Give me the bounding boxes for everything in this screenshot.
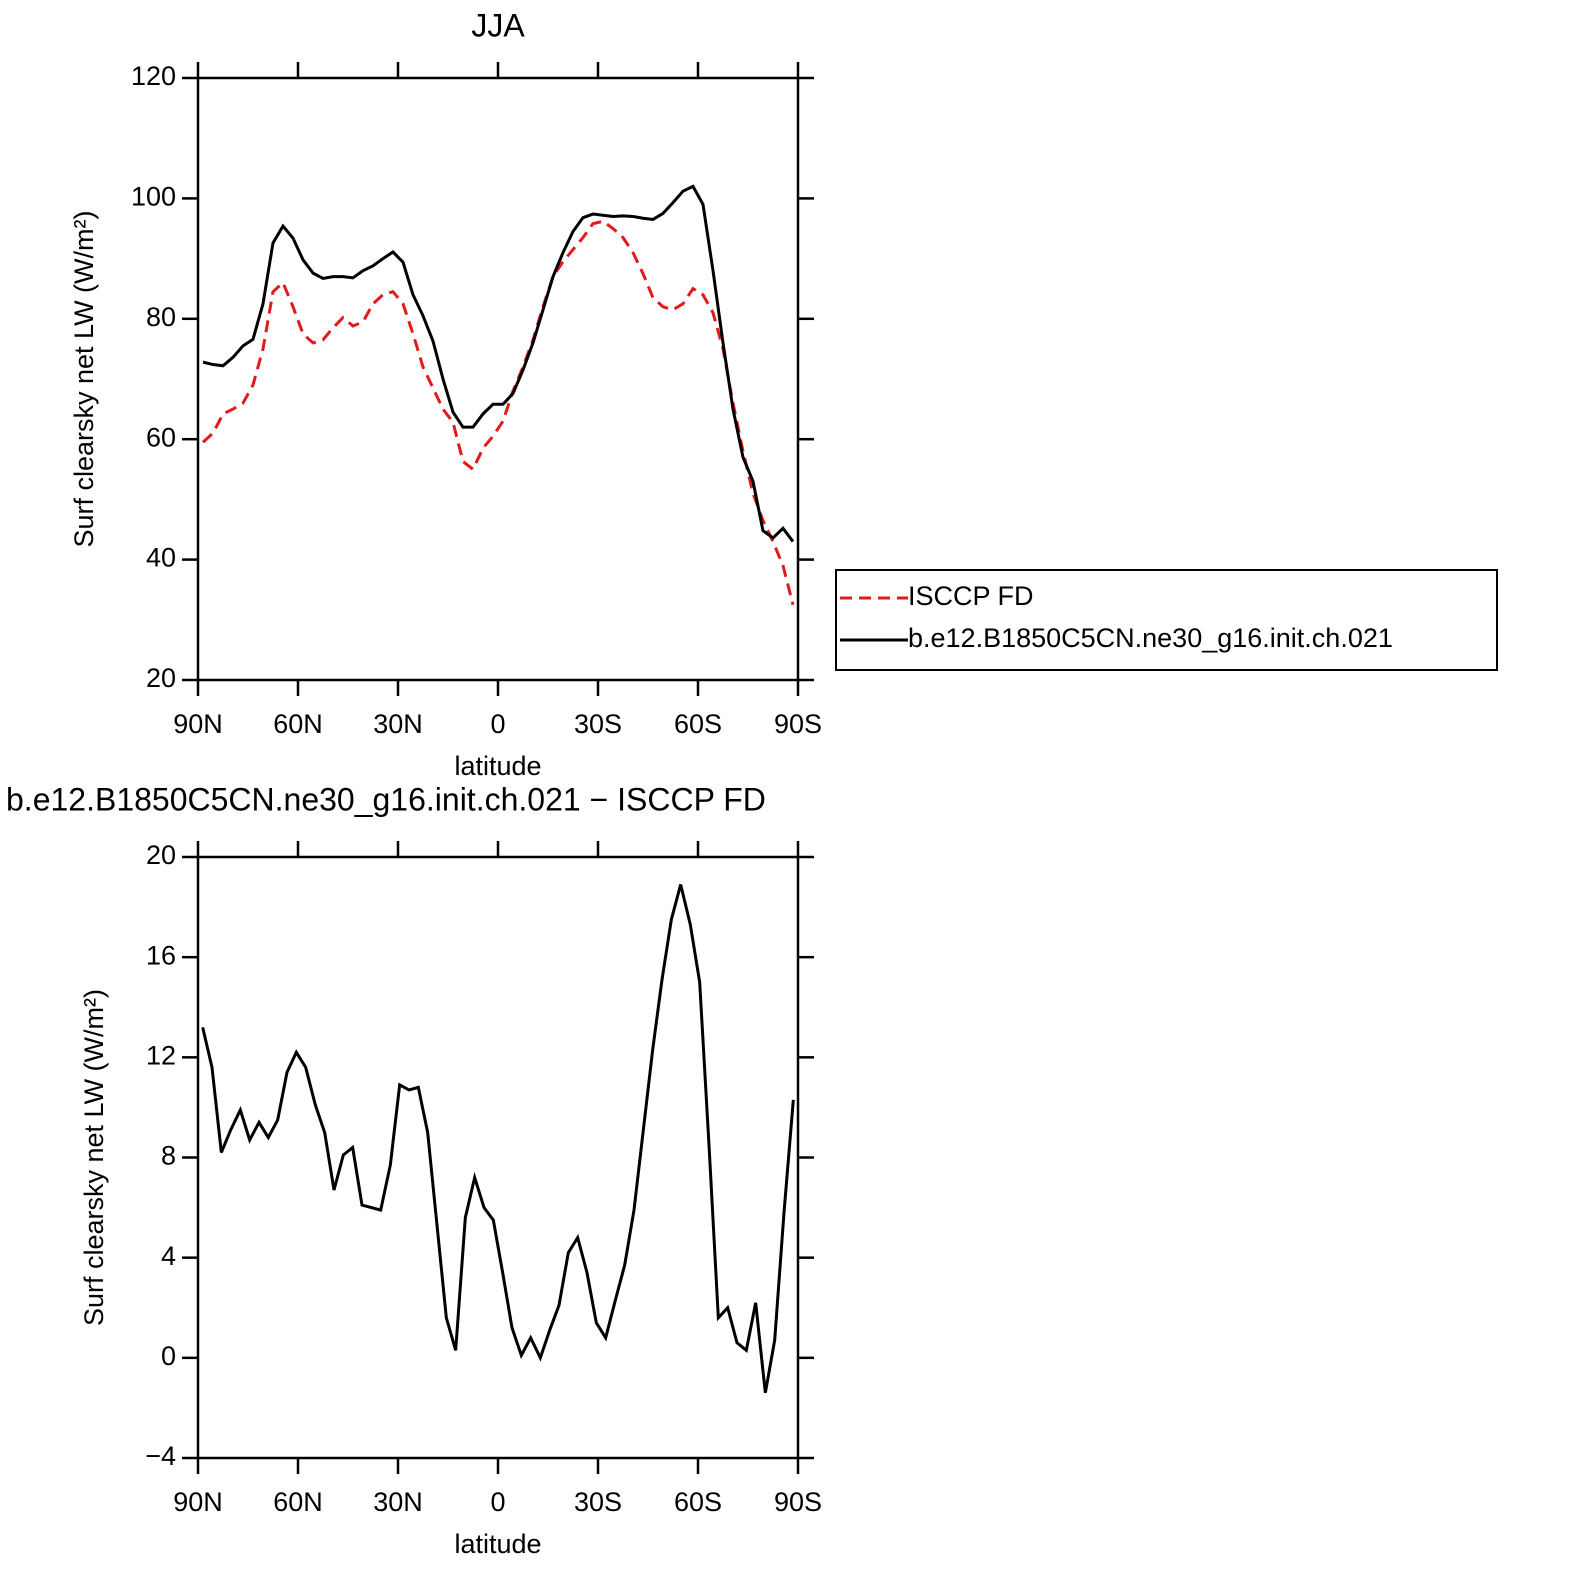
x-tick-label: 90S xyxy=(774,1487,822,1517)
x-axis-label: latitude xyxy=(454,751,541,781)
y-tick-label: 12 xyxy=(146,1040,176,1070)
y-axis-label: Surf clearsky net LW (W/m²) xyxy=(69,210,99,547)
x-tick-label: 0 xyxy=(490,709,505,739)
plot-frame xyxy=(196,855,800,1460)
x-tick-label: 0 xyxy=(490,1487,505,1517)
x-tick-label: 60N xyxy=(273,709,323,739)
x-tick-label: 60S xyxy=(674,1487,722,1517)
y-tick-label: −4 xyxy=(145,1441,176,1471)
y-tick-label: 0 xyxy=(161,1341,176,1371)
y-tick-label: 20 xyxy=(146,840,176,870)
data-line xyxy=(202,184,795,543)
x-tick-label: 90N xyxy=(173,1487,223,1517)
legend: ISCCP FD b.e12.B1850C5CN.ne30_g16.init.ch… xyxy=(835,569,1498,671)
x-tick-label: 90N xyxy=(173,709,223,739)
y-tick-label: 4 xyxy=(161,1241,176,1271)
plot-frame xyxy=(196,76,800,682)
data-line xyxy=(201,884,795,1394)
x-tick-label: 30N xyxy=(373,709,423,739)
x-tick-label: 30S xyxy=(574,709,622,739)
chart-title: JJA xyxy=(471,7,525,43)
x-tick-label: 90S xyxy=(774,709,822,739)
y-tick-label: 120 xyxy=(131,61,176,91)
y-tick-label: 16 xyxy=(146,940,176,970)
y-tick-label: 60 xyxy=(146,422,176,452)
y-tick-label: 8 xyxy=(161,1141,176,1171)
chart-title: b.e12.B1850C5CN.ne30_g16.init.ch.021 − I… xyxy=(6,781,766,817)
y-axis-label: Surf clearsky net LW (W/m²) xyxy=(79,989,109,1326)
x-tick-label: 60S xyxy=(674,709,722,739)
data-line xyxy=(201,219,795,606)
y-tick-label: 20 xyxy=(146,663,176,693)
x-tick-label: 60N xyxy=(273,1487,323,1517)
legend-label: b.e12.B1850C5CN.ne30_g16.init.ch.021 xyxy=(908,623,1393,653)
legend-label: ISCCP FD xyxy=(908,581,1034,611)
y-tick-label: 100 xyxy=(131,182,176,212)
legend-box xyxy=(835,569,1498,671)
y-tick-label: 40 xyxy=(146,543,176,573)
x-tick-label: 30N xyxy=(373,1487,423,1517)
x-tick-label: 30S xyxy=(574,1487,622,1517)
y-tick-label: 80 xyxy=(146,302,176,332)
x-axis-label: latitude xyxy=(454,1529,541,1559)
